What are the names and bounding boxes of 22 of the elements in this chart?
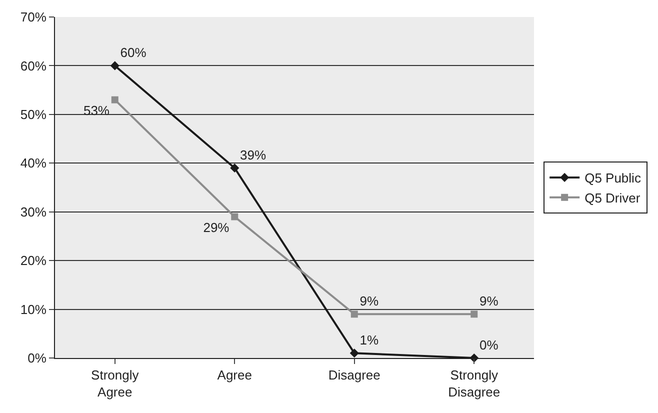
data-label: 0% xyxy=(480,337,499,352)
y-tick-label: 60% xyxy=(20,58,47,74)
y-tick-label: 10% xyxy=(20,302,47,317)
data-label: 60% xyxy=(120,45,147,60)
y-tick-label: 30% xyxy=(20,204,47,220)
y-tick-label: 50% xyxy=(20,106,47,122)
legend-label: Q5 Driver xyxy=(584,190,641,206)
data-label: 1% xyxy=(360,332,379,348)
x-tick-label: Disagree xyxy=(328,368,380,383)
y-tick-label: 0% xyxy=(28,350,47,366)
y-tick-label: 40% xyxy=(20,156,47,171)
x-tick-label: Agree xyxy=(217,368,252,383)
data-label: 53% xyxy=(83,102,110,118)
data-label: 9% xyxy=(360,294,379,309)
legend-label: Q5 Public xyxy=(584,170,642,186)
data-label: 39% xyxy=(240,147,266,162)
data-label: 29% xyxy=(203,220,230,235)
y-tick-label: 70% xyxy=(20,10,47,25)
y-tick-label: 20% xyxy=(20,253,47,268)
x-tick-label: Strongly Agree xyxy=(91,368,140,400)
data-label: 9% xyxy=(480,294,499,309)
x-tick-label: Strongly Disagree xyxy=(448,368,500,400)
